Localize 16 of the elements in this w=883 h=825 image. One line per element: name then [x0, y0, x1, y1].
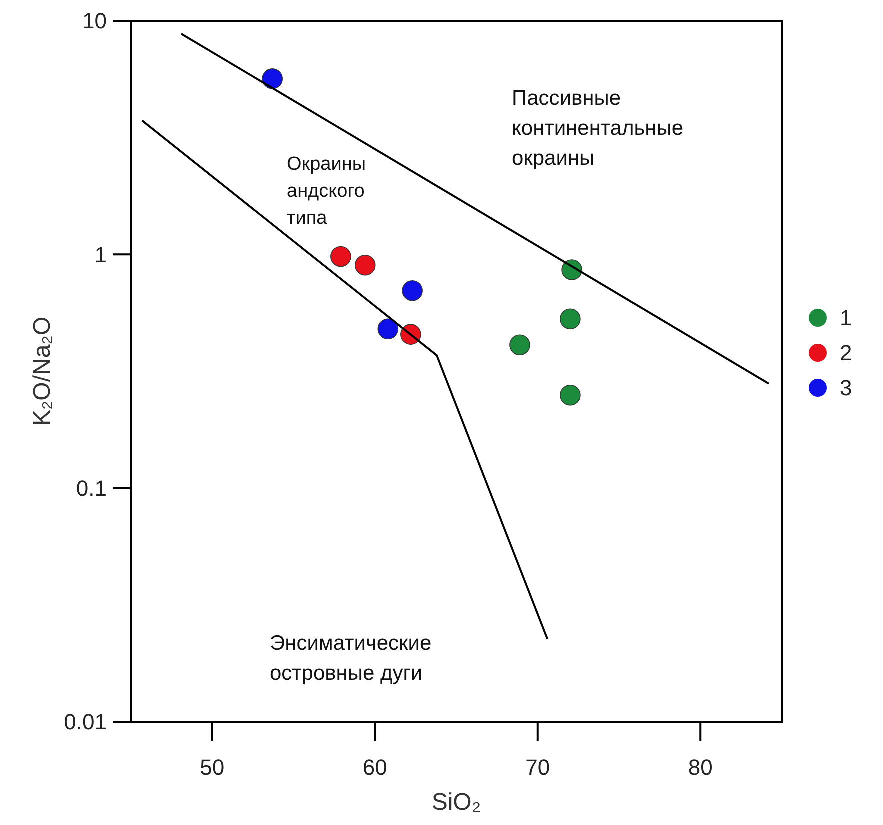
legend-label: 1 [840, 306, 852, 331]
y-axis-title: K₂O/Na₂O [29, 316, 56, 426]
x-tick-label: 50 [200, 755, 225, 780]
y-tick-label: 10 [82, 8, 107, 34]
x-axis-title: SiO₂ [432, 789, 482, 816]
y-tick-label: 0.1 [76, 476, 107, 502]
annotation: Пассивные континентальные окраины [512, 87, 684, 170]
legend-label: 3 [840, 376, 852, 401]
y-tick-label: 0.01 [64, 710, 107, 735]
x-tick-label: 70 [526, 755, 550, 780]
y-tick-label: 1 [94, 242, 107, 268]
annotation: Энсиматические островные дуги [270, 632, 432, 685]
annotation: Окраины андского типа [287, 154, 366, 229]
x-tick-label: 60 [362, 755, 388, 780]
legend-label: 2 [840, 340, 852, 366]
x-tick-label: 80 [688, 755, 713, 780]
